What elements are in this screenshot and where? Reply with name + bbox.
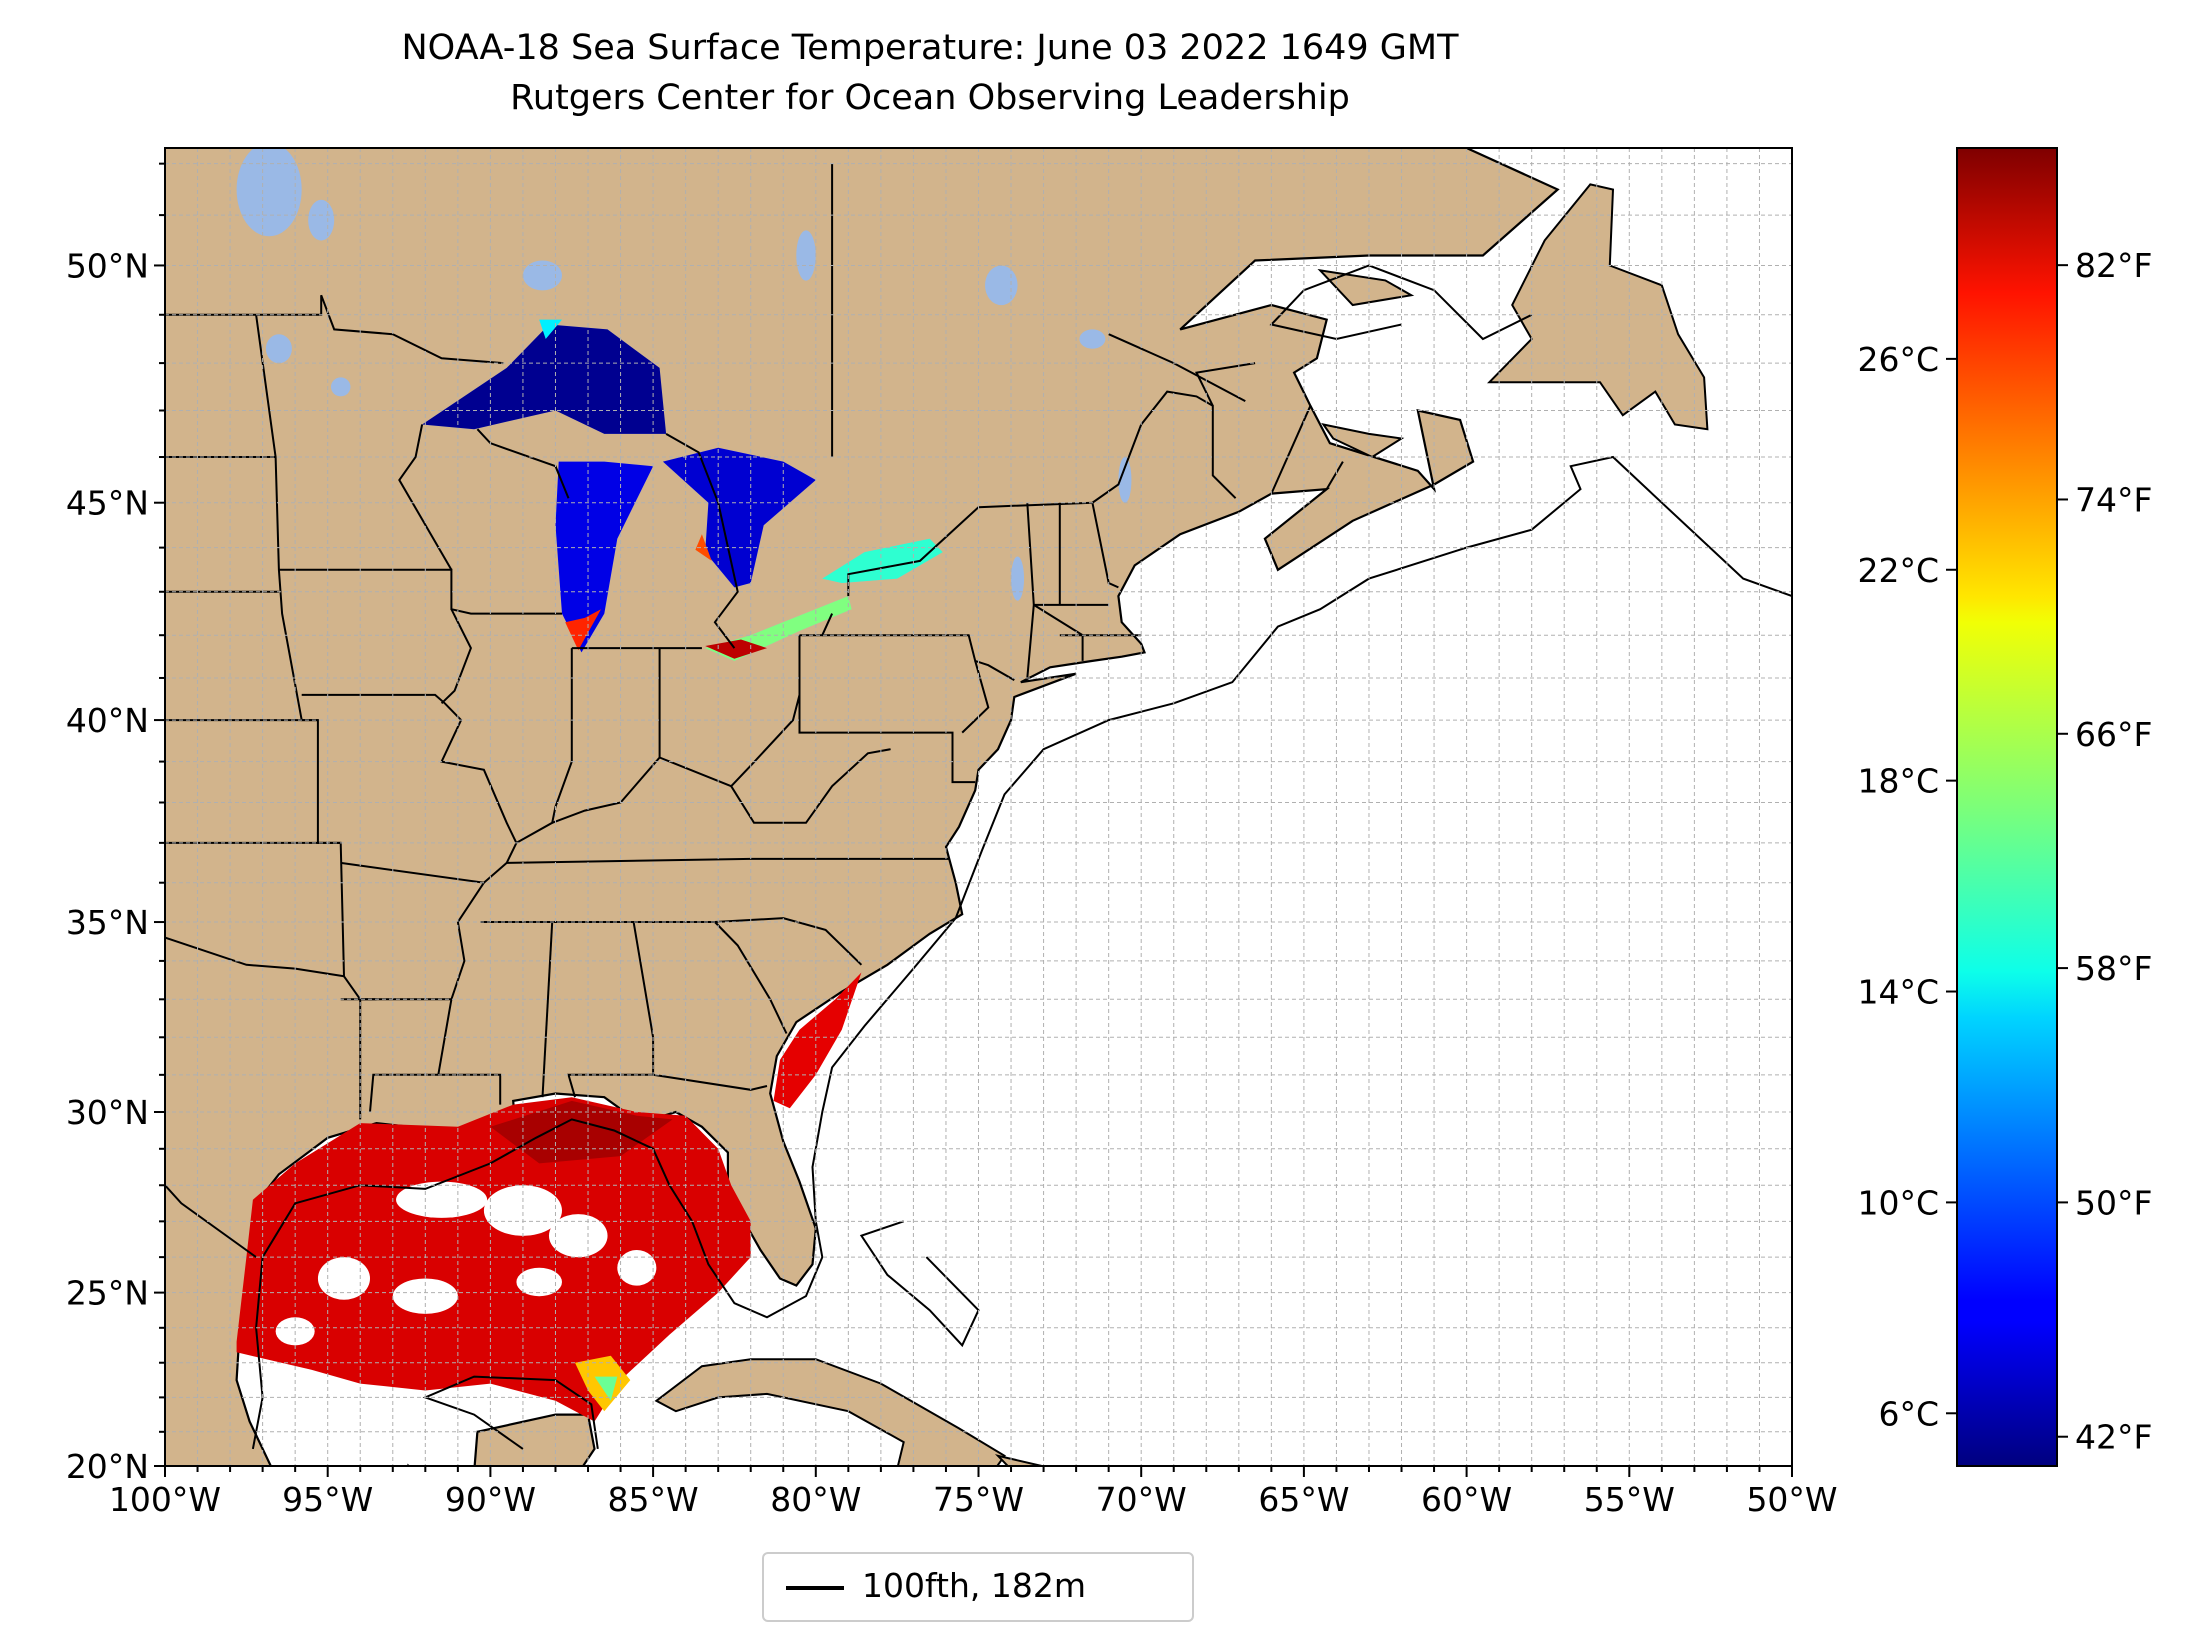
border-line <box>440 608 472 705</box>
celsius-tick-label: 26°C <box>1857 340 1939 379</box>
lat-tick-label: 35°N <box>66 903 149 942</box>
sst-lakes <box>422 319 943 661</box>
border-line <box>506 857 950 864</box>
lat-tick-label: 45°N <box>66 484 149 523</box>
lon-tick-label: 50°W <box>1746 1480 1837 1519</box>
land-prince-edward-island <box>1321 423 1405 459</box>
inland-lake <box>330 377 351 397</box>
inland-lake <box>265 334 292 364</box>
celsius-tick-label: 14°C <box>1857 973 1939 1012</box>
lon-tick-label: 95°W <box>282 1480 373 1519</box>
lat-tick-label: 25°N <box>66 1274 149 1313</box>
lon-tick-label: 80°W <box>770 1480 861 1519</box>
border-line <box>476 428 570 499</box>
border-line <box>799 613 834 637</box>
border-line <box>659 635 801 788</box>
sst-gulf-warm <box>490 1100 673 1164</box>
border-line <box>438 1073 502 1105</box>
fahrenheit-tick-label: 74°F <box>2075 480 2152 519</box>
gridlines <box>164 148 1793 1467</box>
fahrenheit-tick-label: 82°F <box>2075 246 2152 285</box>
sst-lake-nipigon <box>539 319 562 339</box>
inland-lake <box>308 199 335 241</box>
border-line <box>398 424 453 571</box>
cloud-gap <box>483 1185 562 1236</box>
sst-gulf-of-mexico <box>236 1097 751 1422</box>
celsius-tick-label: 22°C <box>1857 551 1939 590</box>
sst-superior <box>422 324 667 434</box>
border-line <box>961 660 990 734</box>
lon-tick-label: 85°W <box>608 1480 699 1519</box>
lat-tick-label: 40°N <box>66 701 149 740</box>
lon-tick-label: 90°W <box>445 1480 536 1519</box>
inland-lake <box>1011 556 1025 601</box>
state-borders <box>165 163 1344 1466</box>
latitude-axis: 20°N 25°N 30°N 35°N 40°N 45°N 50°N <box>66 162 165 1486</box>
chart-subtitle: Rutgers Center for Ocean Observing Leade… <box>510 78 1350 118</box>
inland-lake <box>1118 457 1132 503</box>
cloud-gap <box>516 1267 562 1297</box>
border-line <box>340 842 518 884</box>
sst-gulf-field <box>236 1097 751 1422</box>
land-newfoundland <box>1487 183 1709 431</box>
border-line <box>714 921 788 1034</box>
lon-tick-label: 60°W <box>1421 1480 1512 1519</box>
cloud-gap <box>617 1249 657 1286</box>
sst-upwelling-cool <box>594 1376 618 1401</box>
colorbar <box>1956 147 2058 1467</box>
celsius-tick-label: 18°C <box>1857 762 1939 801</box>
lat-tick-label: 50°N <box>66 246 149 285</box>
cloud-gap <box>396 1181 488 1218</box>
border-line <box>480 917 863 966</box>
lon-tick-label: 70°W <box>1096 1480 1187 1519</box>
lat-tick-label: 20°N <box>66 1447 149 1486</box>
lon-tick-label: 75°W <box>933 1480 1024 1519</box>
inland-lake <box>985 265 1018 306</box>
lon-tick-label: 65°W <box>1258 1480 1349 1519</box>
fahrenheit-tick-label: 42°F <box>2075 1418 2152 1457</box>
border-line <box>1195 362 1256 407</box>
border-line <box>730 748 891 824</box>
sst-michigan-south <box>565 609 601 651</box>
sst-huron <box>662 447 816 588</box>
border-line <box>1325 461 1344 490</box>
border-line <box>165 861 345 978</box>
legend-label: 100fth, 182m <box>862 1566 1086 1605</box>
sst-michigan <box>555 461 654 653</box>
isobath-100fth <box>251 264 1792 1450</box>
celsius-tick-label: 10°C <box>1857 1183 1939 1222</box>
colorbar-celsius-axis: 6°C 10°C 14°C 18°C 22°C 26°C <box>1857 340 1957 1433</box>
sst-erie-west <box>705 639 767 659</box>
border-line <box>1270 405 1312 495</box>
inland-lake <box>236 148 302 237</box>
land-cuba <box>654 1358 1006 1466</box>
land-hispaniola <box>994 1454 1112 1466</box>
lon-tick-label: 55°W <box>1584 1480 1675 1519</box>
fahrenheit-tick-label: 66°F <box>2075 715 2152 754</box>
sst-saginaw-bay <box>695 534 712 561</box>
land-anticosti <box>1317 268 1415 307</box>
border-line <box>798 694 976 784</box>
fahrenheit-tick-label: 58°F <box>2075 949 2152 988</box>
legend: 100fth, 182m <box>762 1552 1194 1622</box>
inland-lake <box>796 230 816 281</box>
colorbar-fahrenheit-axis: 42°F 50°F 58°F 66°F 74°F 82°F <box>2057 246 2152 1457</box>
inland-lake <box>522 260 562 291</box>
cloud-gap <box>548 1214 608 1258</box>
legend-line-swatch <box>786 1586 844 1590</box>
celsius-tick-label: 6°C <box>1878 1394 1939 1433</box>
lat-tick-label: 30°N <box>66 1093 149 1132</box>
chart-title: NOAA-18 Sea Surface Temperature: June 03… <box>401 28 1459 68</box>
cloud-gap <box>317 1257 371 1300</box>
longitude-axis: 100°W 95°W 90°W 85°W 80°W 75°W 70°W 65°W 60°W 55°… <box>109 1466 1838 1519</box>
border-line <box>165 1183 257 1258</box>
fahrenheit-tick-label: 50°F <box>2075 1183 2152 1222</box>
lon-tick-label: 100°W <box>109 1480 221 1519</box>
border-line <box>301 693 518 844</box>
border-line <box>847 390 1237 597</box>
sst-ontario <box>822 538 943 583</box>
inland-lake <box>1079 329 1106 349</box>
border-line <box>541 921 554 1098</box>
